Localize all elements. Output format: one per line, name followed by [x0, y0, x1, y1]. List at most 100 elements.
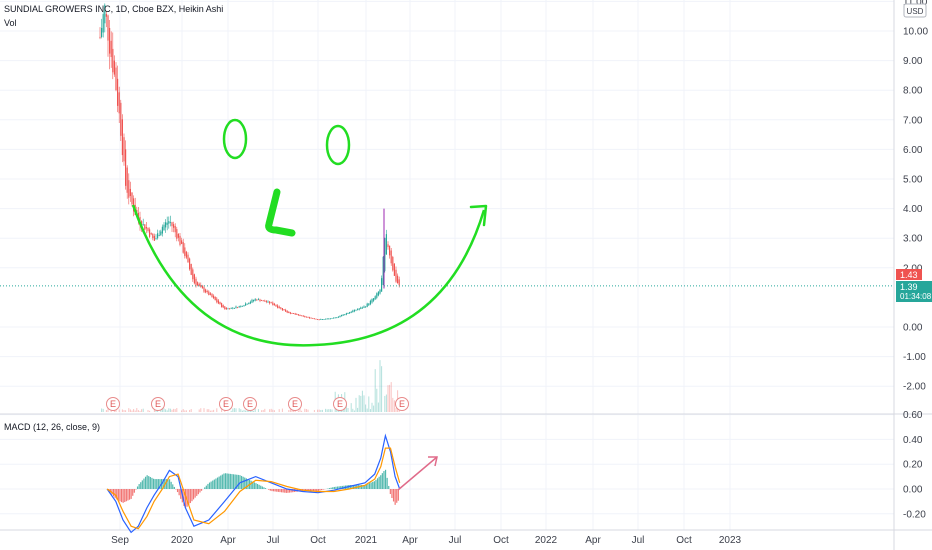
volume-bar [209, 410, 211, 412]
candle-body [185, 251, 187, 258]
macd-histogram-bar [148, 476, 150, 489]
candle-body [198, 283, 200, 287]
volume-bar [213, 409, 215, 412]
macd-histogram-bar [351, 485, 353, 489]
candle-body [184, 247, 186, 256]
volume-bar [235, 408, 237, 412]
volume-bar [350, 403, 352, 412]
candle-body [280, 307, 282, 309]
volume-legend[interactable]: Vol [4, 18, 17, 28]
price-tick-label: 0.00 [903, 323, 923, 334]
macd-arrow-drawing[interactable] [397, 456, 438, 491]
macd-histogram-bar [336, 486, 339, 489]
macd-histogram-bar [124, 489, 126, 503]
macd-histogram-bar [338, 486, 340, 489]
earnings-marker[interactable] [106, 397, 120, 411]
macd-histogram-bar [381, 473, 383, 489]
volume-bar [208, 409, 210, 412]
candle-body [312, 318, 314, 319]
smiley-drawing[interactable] [131, 118, 488, 347]
candle-body [216, 298, 218, 303]
time-axis-label: Sep [111, 535, 129, 546]
volume-bar [200, 408, 202, 412]
macd-histogram-bar [373, 481, 375, 489]
macd-histogram-bar [352, 485, 355, 489]
volume-bar [272, 409, 274, 412]
candle-body [301, 315, 303, 317]
candle-body [355, 309, 357, 311]
candle-body [345, 313, 347, 315]
macd-histogram-bar [322, 489, 324, 490]
candle-body [168, 220, 170, 224]
earnings-marker-label: E [155, 399, 161, 409]
earnings-marker[interactable] [243, 397, 257, 411]
volume-bar [142, 408, 144, 412]
smile-arrow-head[interactable] [469, 204, 488, 227]
volume-bar [107, 408, 109, 412]
macd-histogram-bar [176, 489, 179, 493]
volume-bar [384, 395, 386, 412]
macd-legend[interactable]: MACD (12, 26, close, 9) [4, 422, 100, 432]
macd-axis-ticks: 0.60 0.40 0.20 0.00 -0.20 [903, 410, 926, 520]
candle-body [374, 296, 376, 300]
candle-body [381, 278, 383, 292]
price-candles[interactable] [99, 3, 400, 321]
earnings-marker[interactable] [151, 397, 165, 411]
right-eye-drawing[interactable] [325, 124, 351, 166]
price-tick-label: 3.00 [903, 234, 923, 245]
volume-bar [245, 410, 247, 412]
time-axis-label: Jul [632, 535, 645, 546]
candle-body [115, 67, 117, 91]
left-eye-drawing[interactable] [222, 118, 248, 160]
smile-curve-drawing[interactable] [131, 204, 486, 347]
candle-body [275, 304, 277, 307]
candle-body [352, 310, 354, 313]
macd-histogram-bar [165, 479, 167, 489]
candle-body [222, 305, 224, 308]
volume-bar [355, 397, 357, 412]
volume-bar [216, 408, 218, 412]
candle-body [152, 233, 154, 239]
earnings-marker[interactable] [333, 397, 347, 411]
earnings-marker[interactable] [288, 397, 302, 411]
volume-bar [293, 410, 295, 412]
candle-body [361, 307, 363, 309]
earnings-marker[interactable] [219, 397, 233, 411]
nose-drawing[interactable] [265, 188, 296, 237]
macd-line[interactable] [106, 433, 401, 534]
close-price-marker [896, 281, 932, 302]
candle-body [273, 303, 275, 306]
macd-arrow-head[interactable] [428, 456, 438, 467]
earnings-marker[interactable] [395, 397, 409, 411]
macd-histogram-bar [383, 471, 385, 489]
macd-histogram-bar [200, 489, 203, 491]
macd-histogram-bar [365, 484, 367, 489]
macd-arrow-shaft[interactable] [397, 456, 438, 491]
volume-bar [291, 409, 293, 412]
volume-bar [288, 410, 290, 412]
currency-label: USD [907, 7, 924, 16]
volume-bar [125, 410, 127, 412]
currency-badge[interactable] [903, 3, 927, 18]
volume-bar [305, 408, 307, 412]
chart-title[interactable]: SUNDIAL GROWERS INC, 1D, Cboe BZX, Heiki… [4, 4, 223, 14]
volume-bar [357, 407, 359, 412]
macd-histogram-bar [170, 481, 172, 489]
candle-body [285, 309, 287, 312]
volume-bar [318, 409, 320, 412]
macd-histogram-bar [143, 478, 145, 489]
candle-body [240, 305, 242, 307]
candle-body [193, 274, 195, 284]
candle-body [379, 289, 381, 294]
candle-body [309, 317, 311, 319]
macd-histogram-bar [391, 489, 393, 499]
candle-body [371, 299, 373, 303]
candle-body [305, 316, 307, 318]
volume-bar [173, 408, 175, 412]
macd-histogram-bar [285, 489, 287, 493]
volume-bar [230, 410, 232, 412]
macd-signal-line[interactable] [106, 447, 401, 530]
macd-histogram-bar [210, 481, 212, 489]
